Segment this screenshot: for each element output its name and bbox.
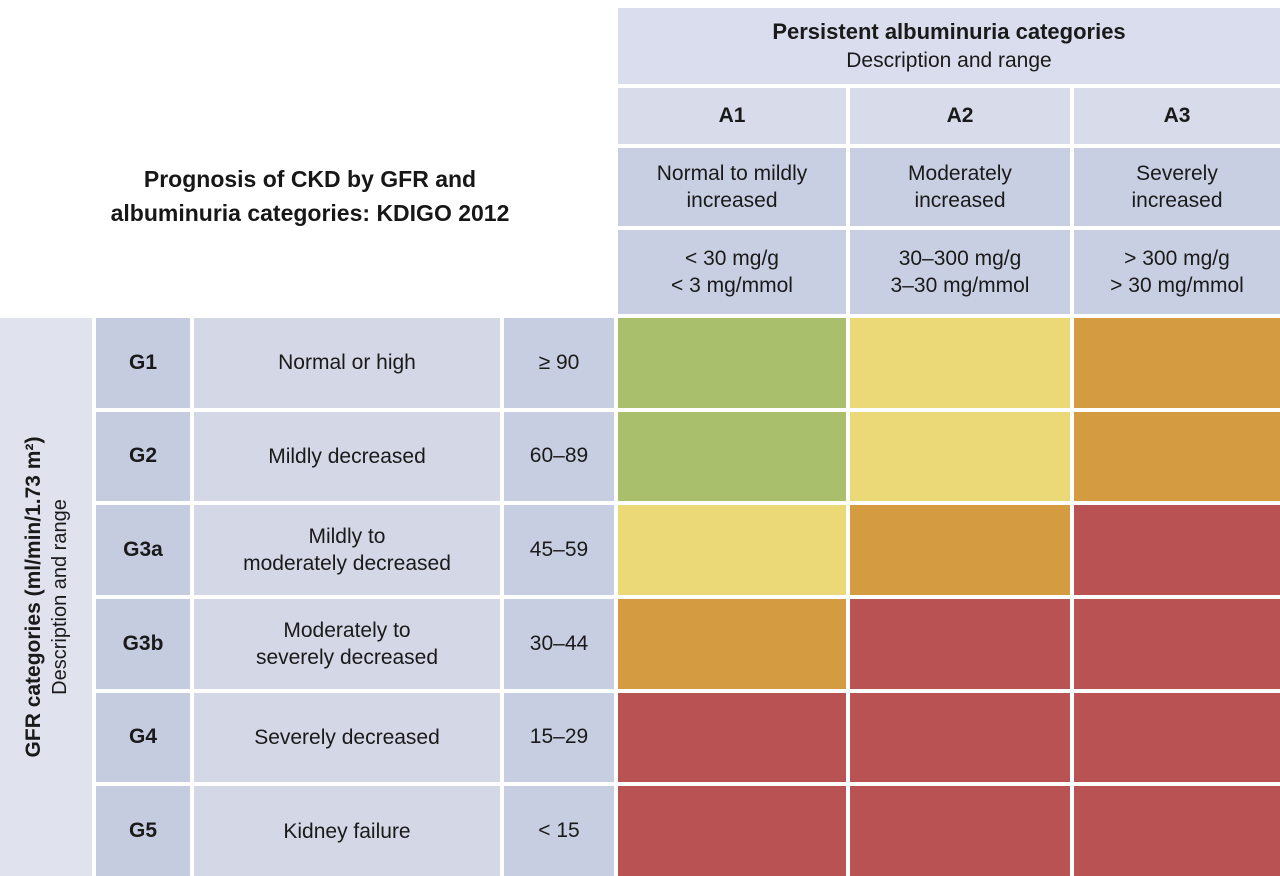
risk-cell-g3a-a1 (618, 505, 846, 595)
risk-cell-g5-a3 (1074, 786, 1280, 876)
gfr-range-g3b: 30–44 (504, 598, 614, 689)
gfr-axis-band: GFR categories (ml/min/1.73 m²) Descript… (0, 318, 92, 876)
risk-cell-g1-a3 (1074, 318, 1280, 408)
albuminuria-range-a1: < 30 mg/g < 3 mg/mmol (618, 230, 846, 314)
risk-cell-g1-a2 (850, 318, 1070, 408)
risk-cell-g3b-a1 (618, 598, 846, 689)
gfr-axis-subtitle: Description and range (48, 499, 71, 695)
gfr-desc-g3a: Mildly to moderately decreased (194, 505, 500, 595)
risk-cell-g3b-a3 (1074, 598, 1280, 689)
albuminuria-header-title: Persistent albuminuria categories (772, 19, 1126, 44)
figure-title: Prognosis of CKD by GFR and albuminuria … (110, 166, 510, 226)
gfr-table: GFR categories (ml/min/1.73 m²) Descript… (0, 318, 614, 876)
risk-cell-g4-a2 (850, 692, 1070, 783)
risk-cell-g3b-a2 (850, 598, 1070, 689)
gfr-code-g3b: G3b (96, 598, 190, 689)
risk-cell-g5-a2 (850, 786, 1070, 876)
gfr-code-g4: G4 (96, 692, 190, 783)
albuminuria-code-a3: A3 (1074, 88, 1280, 144)
gfr-range-g4: 15–29 (504, 692, 614, 783)
albuminuria-desc-a1: Normal to mildly increased (618, 148, 846, 226)
risk-cell-g4-a1 (618, 692, 846, 783)
gfr-range-g1: ≥ 90 (504, 318, 614, 408)
gfr-code-g5: G5 (96, 786, 190, 876)
gfr-code-g1: G1 (96, 318, 190, 408)
risk-cell-g4-a3 (1074, 692, 1280, 783)
gfr-desc-g1: Normal or high (194, 318, 500, 408)
albuminuria-desc-a3: Severely increased (1074, 148, 1280, 226)
risk-heatmap (618, 318, 1280, 876)
gfr-desc-g5: Kidney failure (194, 786, 500, 876)
risk-cell-g2-a3 (1074, 411, 1280, 502)
albuminuria-header-band: Persistent albuminuria categories Descri… (618, 8, 1280, 84)
gfr-axis-rotated-label: GFR categories (ml/min/1.73 m²) Descript… (0, 318, 92, 876)
gfr-code-g2: G2 (96, 411, 190, 502)
albuminuria-header: Persistent albuminuria categories Descri… (618, 8, 1280, 314)
albuminuria-code-a2: A2 (850, 88, 1070, 144)
gfr-desc-g2: Mildly decreased (194, 411, 500, 502)
risk-cell-g5-a1 (618, 786, 846, 876)
albuminuria-code-a1: A1 (618, 88, 846, 144)
risk-cell-g2-a2 (850, 411, 1070, 502)
risk-cell-g2-a1 (618, 411, 846, 502)
albuminuria-range-a2: 30–300 mg/g 3–30 mg/mmol (850, 230, 1070, 314)
risk-cell-g3a-a3 (1074, 505, 1280, 595)
gfr-range-g5: < 15 (504, 786, 614, 876)
gfr-code-g3a: G3a (96, 505, 190, 595)
albuminuria-range-a3: > 300 mg/g > 30 mg/mmol (1074, 230, 1280, 314)
albuminuria-desc-a2: Moderately increased (850, 148, 1070, 226)
risk-cell-g1-a1 (618, 318, 846, 408)
risk-cell-g3a-a2 (850, 505, 1070, 595)
gfr-range-g2: 60–89 (504, 411, 614, 502)
gfr-range-g3a: 45–59 (504, 505, 614, 595)
gfr-desc-g3b: Moderately to severely decreased (194, 598, 500, 689)
gfr-axis-title: GFR categories (ml/min/1.73 m²) (21, 436, 45, 758)
gfr-desc-g4: Severely decreased (194, 692, 500, 783)
albuminuria-header-subtitle: Description and range (846, 49, 1052, 72)
